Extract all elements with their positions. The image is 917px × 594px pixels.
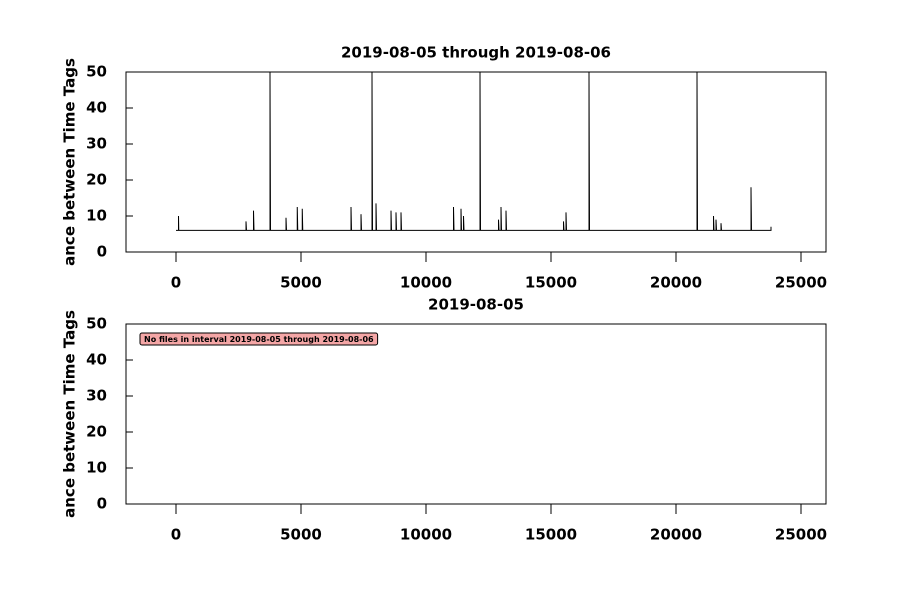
y-tick-label: 20	[86, 423, 107, 441]
y-tick-label: 40	[86, 351, 107, 369]
x-tick-label: 20000	[650, 526, 702, 544]
data-line	[176, 71, 772, 231]
x-tick-label: 10000	[400, 526, 452, 544]
y-tick-label: 50	[86, 315, 107, 333]
plot-frame	[125, 323, 827, 505]
y-tick-label: 50	[86, 63, 107, 81]
y-tick-label: 20	[86, 171, 107, 189]
plot-frame	[125, 71, 827, 253]
annotation: No files in interval 2019-08-05 through …	[139, 332, 379, 346]
x-tick-label: 15000	[525, 526, 577, 544]
y-axis-label: ance between Time Tags	[61, 58, 79, 266]
y-tick-label: 30	[86, 135, 107, 153]
x-tick-label: 0	[171, 274, 181, 292]
annotation-text: No files in interval 2019-08-05 through …	[144, 335, 374, 344]
y-tick-label: 0	[97, 495, 107, 513]
x-tick-label: 5000	[280, 526, 322, 544]
x-tick-label: 15000	[525, 274, 577, 292]
y-tick-label: 30	[86, 387, 107, 405]
chart-title: 2019-08-05	[428, 296, 524, 314]
y-axis-label: ance between Time Tags	[61, 310, 79, 518]
chart-title: 2019-08-05 through 2019-08-06	[341, 44, 611, 62]
x-tick-label: 20000	[650, 274, 702, 292]
y-tick-label: 0	[97, 243, 107, 261]
x-tick-label: 10000	[400, 274, 452, 292]
x-tick-label: 25000	[775, 526, 827, 544]
y-tick-label: 10	[86, 207, 107, 225]
x-tick-label: 5000	[280, 274, 322, 292]
y-tick-label: 10	[86, 459, 107, 477]
x-tick-label: 25000	[775, 274, 827, 292]
x-tick-label: 0	[171, 526, 181, 544]
y-tick-label: 40	[86, 99, 107, 117]
annotation-box	[139, 332, 379, 346]
